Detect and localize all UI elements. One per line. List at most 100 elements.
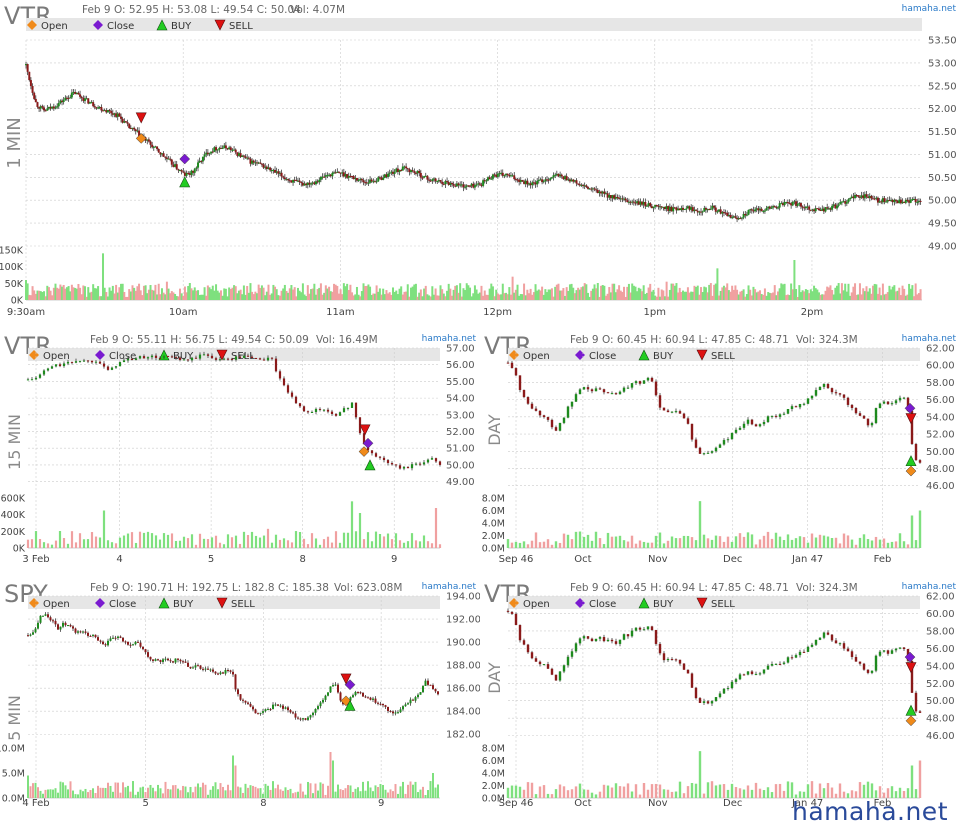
volume-bar: [747, 285, 750, 300]
volume-bar: [745, 294, 748, 300]
volume-bar: [121, 283, 124, 300]
candle-body: [724, 212, 727, 214]
volume-bar: [694, 783, 698, 798]
volume-bar: [56, 287, 59, 300]
volume-bar: [108, 287, 111, 300]
volume-bar: [760, 294, 763, 300]
candle-body: [370, 179, 373, 182]
volume-bar: [82, 791, 84, 798]
candle-body: [334, 684, 337, 686]
candle-body: [151, 144, 154, 148]
candle-body: [918, 460, 922, 463]
candle-body: [252, 706, 254, 710]
volume-bar: [659, 296, 662, 300]
volume-bar: [299, 783, 302, 798]
volume-bar: [527, 293, 530, 300]
vol-tick-label: 0K: [11, 296, 24, 307]
volume-bar: [25, 280, 27, 300]
candle-body: [62, 100, 65, 103]
volume-bar: [28, 294, 31, 300]
candle-body: [613, 195, 616, 199]
volume-bar: [654, 535, 658, 548]
vol-tick-label: 0.0M: [482, 794, 505, 805]
volume-bar: [739, 291, 742, 300]
ohlc-stats: Feb 9 O: 52.95 H: 53.08 L: 49.54 C: 50.0…: [82, 4, 301, 16]
volume-bar: [917, 293, 920, 300]
volume-bar: [146, 531, 150, 548]
candle-body: [566, 406, 570, 418]
candle-body: [732, 216, 735, 218]
candle-body: [501, 172, 504, 176]
volume-bar: [67, 286, 70, 300]
volume-bar: [70, 284, 73, 300]
candle-body: [690, 673, 694, 688]
y-tick-label: 54.00: [926, 412, 955, 423]
candle-body: [634, 381, 638, 384]
volume-bar: [112, 791, 114, 798]
candle-body: [762, 210, 765, 212]
volume-bar: [202, 538, 206, 548]
volume-bar: [358, 513, 362, 548]
candle-body: [382, 457, 386, 461]
volume-bar: [810, 781, 814, 798]
candle-body: [80, 96, 83, 99]
candle-body: [242, 699, 244, 701]
candle-body: [296, 180, 299, 182]
vol-tick-label: 5.0M: [2, 769, 25, 780]
volume-bar: [286, 540, 290, 548]
volume-bar: [370, 541, 374, 548]
volume-bar: [203, 287, 206, 300]
volume-bar: [744, 296, 747, 300]
candle-body: [858, 413, 862, 416]
candle-body: [378, 177, 381, 179]
volume-bar: [386, 533, 390, 548]
legend-close-icon: [95, 598, 105, 608]
candle-body: [896, 200, 899, 204]
volume-bar: [46, 543, 50, 548]
volume-bar: [209, 789, 212, 798]
volume-bar: [758, 539, 762, 548]
volume-bar: [704, 287, 707, 300]
volume-bar: [82, 285, 85, 300]
volume-bar: [516, 284, 519, 300]
candle-body: [578, 389, 582, 395]
legend-open-icon: [509, 598, 519, 608]
volume-bar: [650, 784, 654, 798]
volume-bar: [734, 787, 738, 798]
volume-bar: [72, 287, 75, 300]
candle-body: [336, 171, 339, 173]
candle-body: [294, 396, 298, 404]
candles: [27, 612, 439, 722]
y-tick-label: 50.00: [926, 447, 955, 458]
candle-body: [122, 637, 124, 642]
candle-body: [891, 199, 894, 203]
candle-body: [710, 701, 714, 704]
volume-bar: [506, 539, 510, 548]
candle-body: [387, 706, 389, 711]
volume-bar: [441, 289, 444, 300]
candle-body: [399, 709, 402, 713]
volume-bar: [154, 284, 157, 300]
volume-bar: [908, 283, 911, 300]
volume-bar: [103, 287, 106, 300]
candle-body: [690, 207, 693, 210]
candle-body: [594, 388, 598, 392]
volume-bar: [366, 532, 370, 548]
volume-bar: [183, 286, 186, 300]
candle-body: [349, 175, 352, 177]
candle-body: [578, 184, 581, 186]
volume-bar: [631, 283, 634, 300]
volume-bar: [763, 288, 766, 300]
candle-body: [555, 173, 558, 175]
volume-bar: [344, 788, 347, 798]
candle-body: [341, 172, 344, 174]
volume-bar: [730, 783, 734, 798]
candle-body: [693, 209, 696, 212]
candle-body: [177, 169, 180, 171]
volume-bar: [831, 290, 834, 300]
candle-body: [306, 182, 309, 186]
volume-bar: [407, 784, 409, 798]
candle-body: [529, 183, 532, 186]
candle-body: [793, 201, 796, 203]
volume-bar: [138, 283, 141, 300]
